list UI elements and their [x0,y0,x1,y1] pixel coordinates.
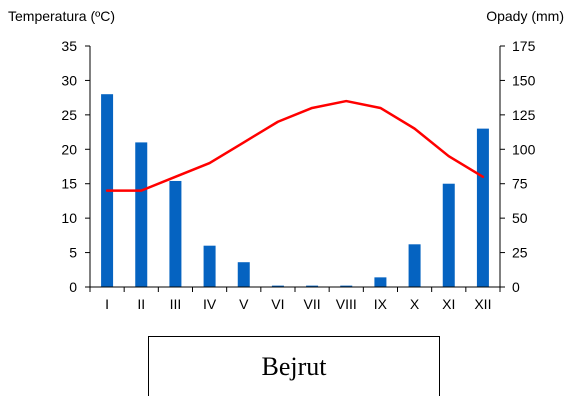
month-label: X [410,296,420,312]
right-axis-tick-label: 100 [512,141,536,157]
precipitation-bar [408,244,421,287]
precipitation-bar [237,262,250,287]
precipitation-bar [374,277,387,287]
precipitation-bar [306,285,319,287]
month-label: VIII [336,296,357,312]
right-axis-tick-label: 75 [512,176,528,192]
month-label: XI [442,296,455,312]
month-label: XII [474,296,491,312]
month-label: I [105,296,109,312]
right-axis-tick-label: 175 [512,38,536,54]
left-axis-tick-label: 5 [69,245,77,261]
right-axis-tick-label: 50 [512,210,528,226]
right-axis-tick-label: 125 [512,107,536,123]
right-axis-tick-label: 0 [512,279,520,295]
caption-box: Bejrut [148,336,440,396]
left-axis-tick-label: 20 [61,141,77,157]
temperature-line [105,99,485,192]
left-axis-tick-label: 15 [61,176,77,192]
left-axis-title: Temperatura (ºC) [8,8,116,24]
left-axis-tick-label: 35 [61,38,77,54]
right-axis-tick-label: 150 [512,72,536,88]
precipitation-bar [203,245,216,287]
left-axis-tick-label: 10 [61,210,77,226]
right-axis-tick-label: 25 [512,245,528,261]
precipitation-bar [135,142,148,287]
month-label: IX [374,296,388,312]
city-caption: Bejrut [261,351,327,381]
precipitation-bar [340,285,353,287]
left-axis-tick-label: 30 [61,72,77,88]
month-label: VII [304,296,321,312]
precipitation-bar [271,285,284,287]
precipitation-bar [169,180,182,287]
precipitation-bar [442,183,455,287]
month-label: III [170,296,182,312]
precipitation-bar [476,128,489,287]
month-label: II [137,296,145,312]
month-label: V [239,296,249,312]
left-axis-tick-label: 25 [61,107,77,123]
right-axis-title: Opady (mm) [486,8,564,24]
month-label: VI [271,296,284,312]
month-label: IV [203,296,217,312]
left-axis-tick-label: 0 [69,279,77,295]
